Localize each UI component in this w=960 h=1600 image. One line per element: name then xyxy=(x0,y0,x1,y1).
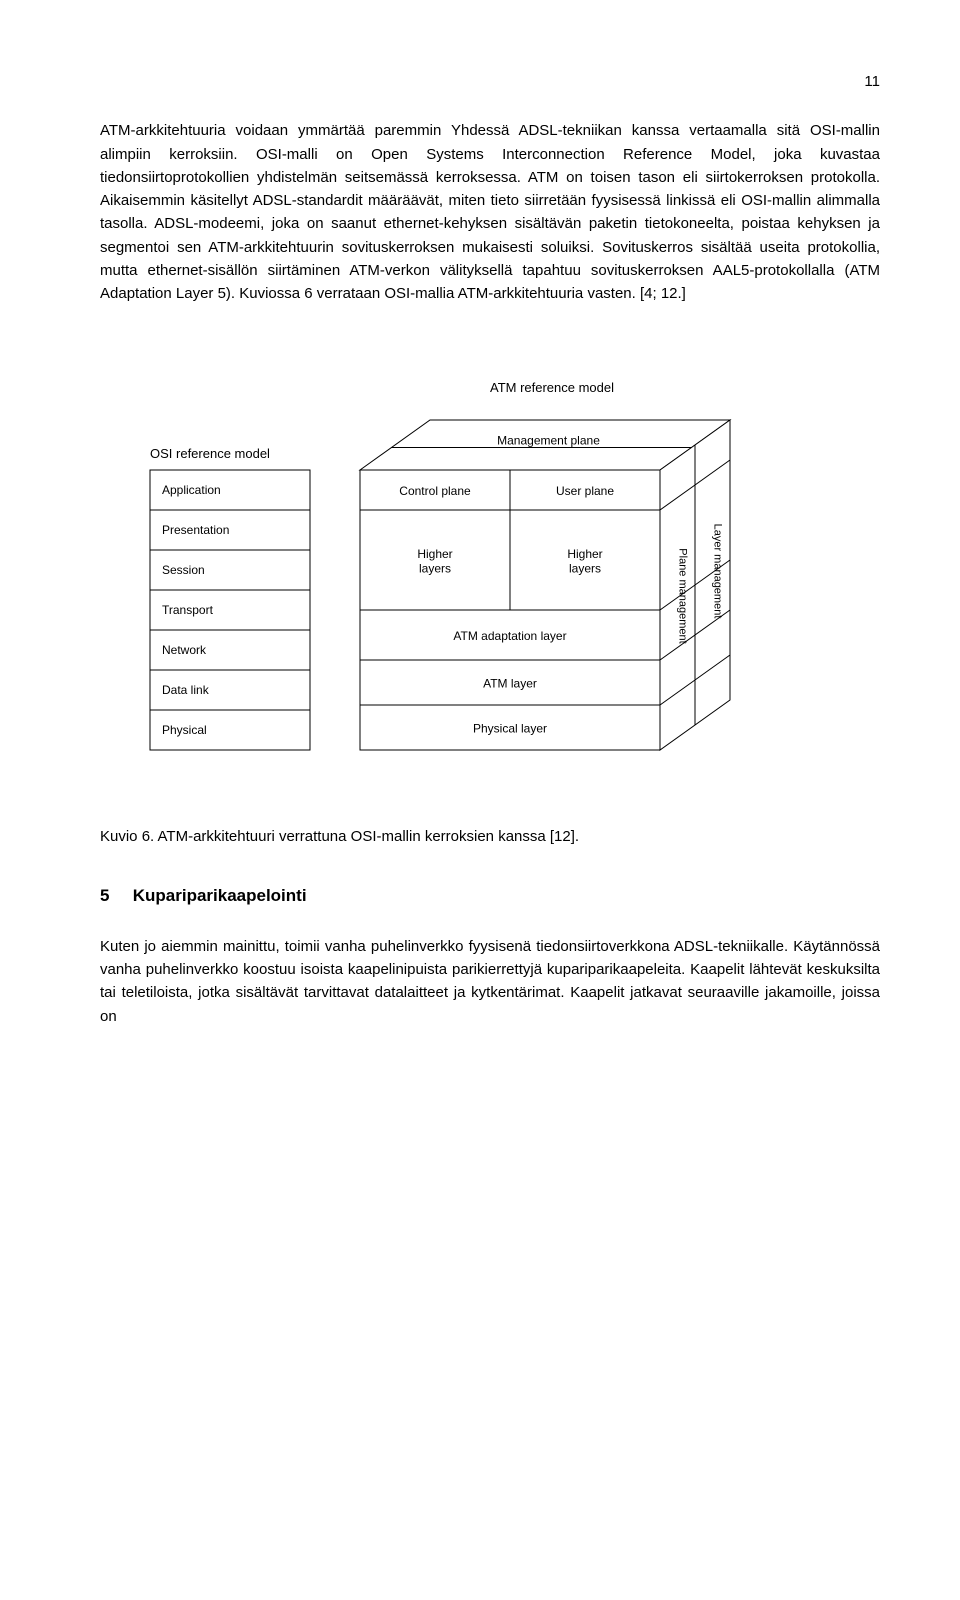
svg-text:Layer management: Layer management xyxy=(712,524,724,619)
section-number: 5 xyxy=(100,883,128,909)
svg-text:Presentation: Presentation xyxy=(162,523,229,537)
body-paragraph-1: ATM-arkkitehtuuria voidaan ymmärtää pare… xyxy=(100,119,880,305)
svg-text:OSI reference model: OSI reference model xyxy=(150,446,270,461)
atm-osi-diagram: OSI reference model Application Presentati… xyxy=(100,345,820,785)
svg-text:Management plane: Management plane xyxy=(497,434,600,448)
svg-text:ATM layer: ATM layer xyxy=(483,677,537,691)
svg-text:Network: Network xyxy=(162,643,207,657)
svg-text:Plane management: Plane management xyxy=(677,549,689,644)
svg-text:Application: Application xyxy=(162,483,221,497)
svg-text:Higherlayers: Higherlayers xyxy=(567,547,602,575)
svg-text:Physical: Physical xyxy=(162,723,207,737)
body-paragraph-2: Kuten jo aiemmin mainittu, toimii vanha … xyxy=(100,935,880,1028)
svg-text:Higherlayers: Higherlayers xyxy=(417,547,452,575)
svg-text:Transport: Transport xyxy=(162,603,214,617)
svg-text:ATM reference model: ATM reference model xyxy=(490,380,614,395)
figure-caption: Kuvio 6. ATM-arkkitehtuuri verrattuna OS… xyxy=(100,825,880,848)
page-number: 11 xyxy=(100,70,880,93)
section-title: Kupariparikaapelointi xyxy=(133,886,307,905)
svg-text:Session: Session xyxy=(162,563,205,577)
figure-6: OSI reference model Application Presentati… xyxy=(100,345,880,785)
svg-text:User plane: User plane xyxy=(556,484,614,498)
svg-text:ATM adaptation layer: ATM adaptation layer xyxy=(453,629,566,643)
svg-text:Data link: Data link xyxy=(162,683,210,697)
svg-text:Control plane: Control plane xyxy=(399,484,471,498)
section-heading: 5 Kupariparikaapelointi xyxy=(100,883,880,909)
svg-text:Physical layer: Physical layer xyxy=(473,722,547,736)
